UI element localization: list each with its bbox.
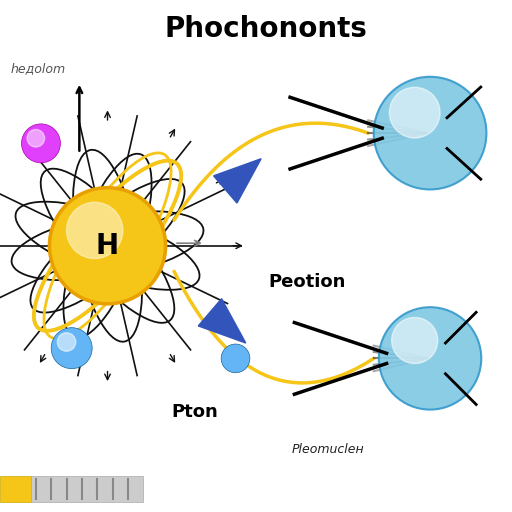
Polygon shape	[214, 159, 261, 203]
Circle shape	[221, 344, 250, 373]
Text: Phochononts: Phochononts	[165, 15, 368, 44]
Text: Pton: Pton	[171, 403, 218, 421]
Polygon shape	[198, 298, 246, 343]
Bar	[0, 476, 31, 502]
Text: Peotion: Peotion	[268, 272, 346, 291]
Bar	[31, 476, 143, 502]
Circle shape	[374, 77, 486, 189]
Circle shape	[48, 186, 167, 305]
Circle shape	[27, 130, 45, 147]
Circle shape	[51, 328, 92, 369]
Text: Pleomuclен: Pleomuclен	[291, 443, 364, 456]
Circle shape	[389, 87, 440, 138]
Text: H: H	[96, 232, 119, 260]
Circle shape	[67, 202, 123, 259]
Circle shape	[22, 124, 60, 163]
Text: hедоlom: hедоlom	[10, 61, 66, 75]
Circle shape	[51, 189, 164, 302]
Circle shape	[57, 333, 76, 351]
Circle shape	[379, 307, 481, 410]
Circle shape	[392, 317, 438, 364]
